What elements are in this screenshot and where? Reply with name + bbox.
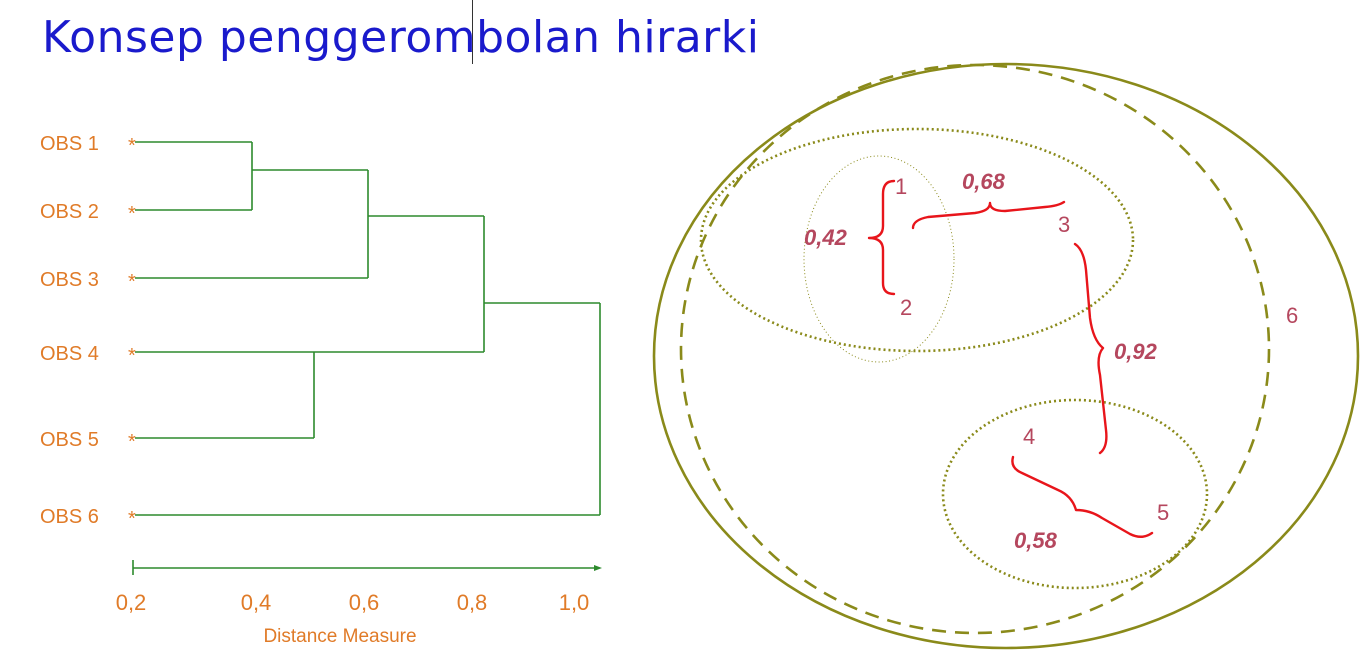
asterisk-icon: * [128,203,136,225]
cluster-diagram [652,62,1360,650]
point-label: 6 [1286,303,1298,328]
asterisk-icon: * [128,508,136,530]
distance-label: 0,68 [962,169,1006,194]
point-label: 4 [1023,424,1035,449]
distance-label: 0,92 [1114,339,1158,364]
obs-label: OBS 4 [40,343,99,365]
cluster-all-dashed [679,63,1271,635]
page-title: Konsep penggerombolan hirarki [42,12,760,63]
asterisk-icon: * [128,135,136,157]
asterisk-icon: * [128,431,136,453]
point-label: 5 [1157,500,1169,525]
asterisk-icon: * [128,271,136,293]
cluster-123 [699,127,1135,353]
brace-092 [1073,242,1108,455]
obs-label: OBS 6 [40,506,99,528]
cluster-45 [941,398,1209,590]
axis-tick-label: 0,8 [457,590,488,615]
distance-label: 0,58 [1014,528,1058,553]
obs-label: OBS 5 [40,429,99,451]
axis-tick-label: 0,6 [349,590,380,615]
axis-title: Distance Measure [263,626,416,647]
cluster-all-outer [652,62,1360,650]
axis-arrow-icon [594,565,602,571]
brace-042 [867,179,896,296]
brace-068 [911,200,1066,230]
axis-tick-label: 1,0 [559,590,590,615]
text-cursor [472,0,473,64]
obs-label: OBS 2 [40,201,99,223]
brace-058 [1011,455,1154,538]
cluster-12 [803,155,955,363]
obs-label: OBS 1 [40,133,99,155]
distance-label: 0,42 [804,225,848,250]
asterisk-icon: * [128,345,136,367]
point-label: 1 [895,174,907,199]
axis-tick-label: 0,4 [241,590,272,615]
axis-tick-label: 0,2 [116,590,147,615]
obs-label: OBS 3 [40,269,99,291]
dendrogram [132,141,602,575]
point-label: 2 [900,295,912,320]
point-label: 3 [1058,212,1070,237]
